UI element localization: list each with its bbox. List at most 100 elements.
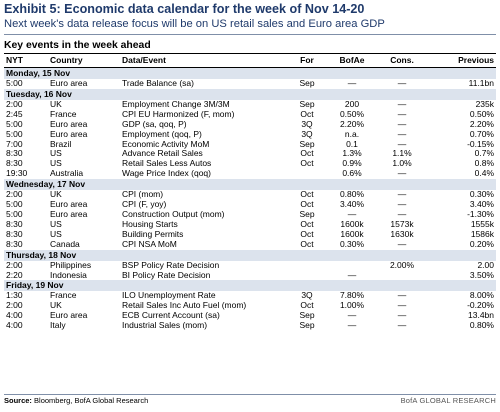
table-row: 8:30 Canada CPI NSA MoM Oct 0.30% — 0.20% [4,240,496,250]
previous-cell: 13.4bn [468,311,494,321]
for-cell: Oct [300,200,314,210]
source-note: Source: Bloomberg, BofA Global Research [4,395,148,407]
day-header-row: Monday, 15 Nov [4,67,496,79]
event-cell: Construction Output (mom) [122,209,225,219]
bofae-cell: 2.20% [339,119,365,129]
table-header-row: NYT Country Data/Event For BofAe Cons. P… [4,53,496,68]
bofae-cell: 0.6% [342,169,362,179]
for-cell: Oct [300,109,314,119]
country-cell: UK [50,301,62,311]
bofae-cell: 7.80% [339,291,365,301]
section-heading: Key events in the week ahead [4,40,151,51]
day-header-row: Friday, 19 Nov [4,280,496,292]
for-cell: Oct [300,239,314,249]
cons-cell: — [397,129,407,139]
for-cell: Sep [299,209,315,219]
bofae-cell: — [347,321,357,331]
event-cell: Advance Retail Sales [122,149,203,159]
table-row: 8:30 US Retail Sales Less Autos Oct 0.9% 1.0%… [4,159,496,169]
event-cell: Retail Sales Less Autos [122,159,212,169]
previous-cell: 0.7% [474,149,494,159]
table-row: 5:00 Euro area GDP (sa, qoq, P) 3Q 2.20% — 2.2… [4,120,496,130]
cons-cell: — [397,139,407,149]
country-cell: UK [50,99,62,109]
footer: Source: Bloomberg, BofA Global Research … [4,394,496,407]
previous-cell: 0.8% [474,159,494,169]
cons-cell: — [397,239,407,249]
time-cell: 5:00 [6,119,23,129]
bofae-cell: — [347,270,357,280]
exhibit-subtitle: Next week's data release focus will be o… [4,17,496,35]
cons-cell: 1573k [390,219,414,229]
day-label: Tuesday, 16 Nov [4,88,496,100]
time-cell: 1:30 [6,291,23,301]
previous-cell: -0.20% [467,301,494,311]
event-cell: Economic Activity MoM [122,139,210,149]
table-row: 4:00 Euro area ECB Current Account (sa) Sep… [4,311,496,321]
bofae-cell: — [347,311,357,321]
event-cell: Housing Starts [122,219,178,229]
event-cell: CPI NSA MoM [122,239,177,249]
time-cell: 2:45 [6,109,23,119]
for-cell [288,261,326,271]
time-cell: 8:30 [6,229,23,239]
cons-cell: — [397,109,407,119]
column-header-event: Data/Event [120,53,288,68]
previous-cell: 3.40% [469,200,494,210]
table-row: 2:00 Philippines BSP Policy Rate Decision 2… [4,261,496,271]
cons-cell: 1.0% [392,159,412,169]
time-cell: 8:30 [6,149,23,159]
time-cell: 5:00 [6,200,23,210]
brand-label: BofA GLOBAL RESEARCH [400,396,496,405]
table-row: 2:00 UK Retail Sales Inc Auto Fuel (mom) Oc… [4,301,496,311]
column-header-cons: Cons. [378,53,426,68]
column-header-bofae: BofAe [326,53,378,68]
table-row: 5:00 Euro area Trade Balance (sa) Sep — — 11.1… [4,79,496,89]
for-cell: 3Q [301,291,313,301]
cons-cell: 1630k [390,229,414,239]
event-cell: Employment (qoq, P) [122,129,202,139]
table-row: 4:00 Italy Industrial Sales (mom) Sep — — 0.80… [4,321,496,331]
country-cell: Brazil [50,139,72,149]
bofae-cell [326,261,378,271]
for-cell: Sep [299,99,315,109]
time-cell: 8:30 [6,159,23,169]
source-text: Bloomberg, BofA Global Research [34,396,149,405]
previous-cell: 2.20% [469,119,494,129]
country-cell: Euro area [50,119,88,129]
cons-cell: — [397,301,407,311]
for-cell: Oct [300,301,314,311]
table-row: 7:00 Brazil Economic Activity MoM Sep 0.1 — -0… [4,140,496,150]
cons-cell: — [397,79,407,88]
previous-cell: 2.00 [477,260,494,270]
for-cell: Oct [300,219,314,229]
for-cell: Sep [299,139,315,149]
cons-cell [378,271,426,281]
table-row: 2:45 France CPI EU Harmonized (F, mom) Oct 0… [4,110,496,120]
previous-cell: 0.20% [469,239,494,249]
time-cell: 7:00 [6,139,23,149]
bofae-cell: 0.1 [346,139,358,149]
cons-cell: — [397,311,407,321]
event-cell: BSP Policy Rate Decision [122,260,220,270]
day-header-row: Wednesday, 17 Nov [4,179,496,191]
for-cell [288,271,326,281]
day-header-row: Tuesday, 16 Nov [4,88,496,100]
country-cell: Philippines [50,260,92,270]
table-row: 5:00 Euro area CPI (F, yoy) Oct 3.40% — 3.40% [4,200,496,210]
day-header-row: Thursday, 18 Nov [4,249,496,261]
cons-cell: — [397,291,407,301]
for-cell: 3Q [301,119,313,129]
bofae-cell: 0.9% [342,159,362,169]
country-cell: Italy [50,321,66,331]
time-cell: 4:00 [6,321,23,331]
time-cell: 2:00 [6,99,23,109]
country-cell: Euro area [50,129,88,139]
event-cell: Trade Balance (sa) [122,79,194,88]
country-cell: Euro area [50,200,88,210]
country-cell: US [50,149,62,159]
country-cell: US [50,159,62,169]
country-cell: Canada [50,239,80,249]
table-row: 5:00 Euro area Employment (qoq, P) 3Q n.a. — 0… [4,130,496,140]
previous-cell: 1586k [470,229,494,239]
